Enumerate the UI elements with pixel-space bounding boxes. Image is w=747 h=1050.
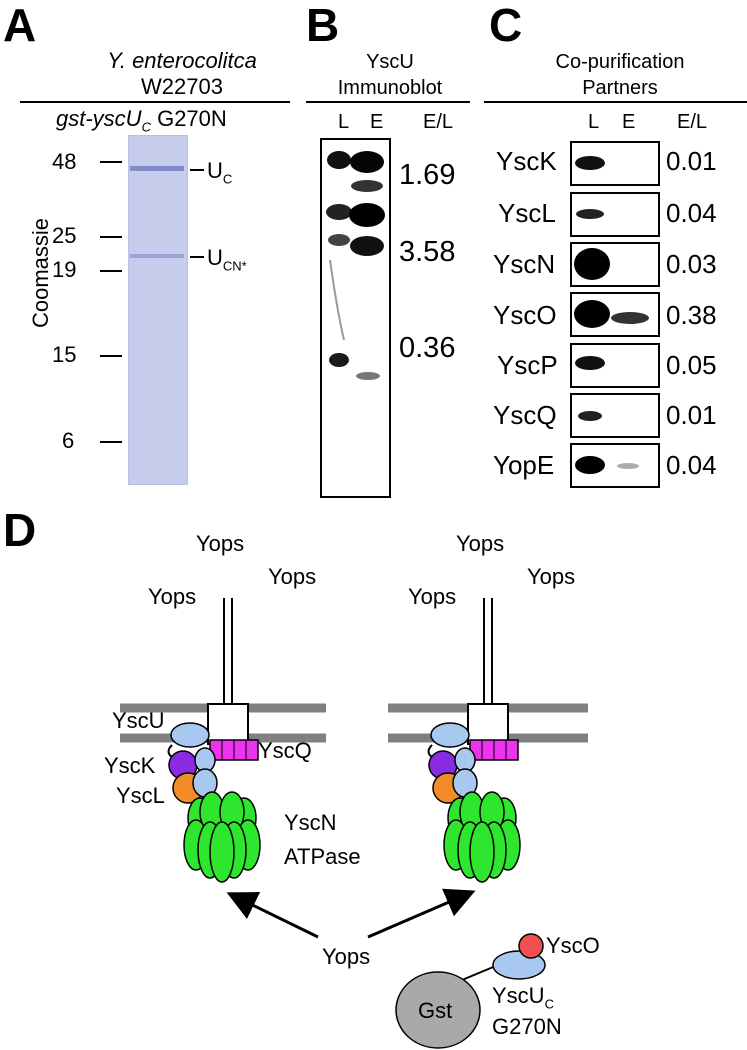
- partner-blot-ysco: [570, 292, 660, 337]
- marker-25-tick: [100, 236, 122, 238]
- ysco-label: YscO: [546, 933, 600, 958]
- partner-ratio-yscp: 0.05: [666, 350, 717, 380]
- construct-gene: gst-yscUC: [56, 106, 151, 135]
- ucn-band-label: UCN*: [207, 245, 247, 274]
- partner-ratio-yscq: 0.01: [666, 400, 717, 430]
- panel-c-lane-e: E: [622, 111, 636, 133]
- partner-ratio-ysck: 0.01: [666, 146, 717, 176]
- panel-b-title-1: YscU: [366, 51, 414, 73]
- panel-d-letter: D: [3, 504, 37, 556]
- partner-name-yope: YopE: [493, 450, 555, 480]
- panel-b-rule: [306, 101, 470, 103]
- strain-id: W22703: [141, 74, 223, 99]
- panel-c-title-1: Co-purification: [555, 51, 685, 73]
- partner-name-yscp: YscP: [497, 350, 558, 380]
- yops-label-2: Yops: [268, 564, 317, 589]
- immunoblot-ratio-2: 3.58: [399, 236, 456, 268]
- left-yscu: [170, 722, 210, 748]
- partner-name-yscl: YscL: [498, 198, 556, 228]
- marker-15-tick: [100, 355, 122, 357]
- marker-19: 19: [52, 257, 77, 282]
- left-yscn-hexamer: [183, 791, 261, 883]
- marker-6: 6: [62, 428, 75, 453]
- partner-blot-yscn: [570, 242, 660, 287]
- yscuc-label: YscUC: [492, 983, 554, 1012]
- yops-label-4: Yops: [456, 531, 505, 556]
- right-yscn-hexamer: [443, 791, 521, 883]
- yops-source-label: Yops: [322, 944, 371, 969]
- panel-c-ratio-header: E/L: [677, 111, 708, 133]
- marker-48: 48: [52, 149, 77, 174]
- panel-b-letter: B: [306, 0, 340, 51]
- panel-c-rule: [484, 101, 747, 103]
- yops-label-6: Yops: [408, 584, 457, 609]
- immunoblot-ratio-1: 1.69: [399, 159, 456, 191]
- panel-c-lane-l: L: [588, 111, 600, 133]
- left-secretion-system: [120, 598, 588, 1049]
- coomassie-gel: [128, 135, 188, 485]
- atpase-label: ATPase: [284, 844, 361, 869]
- yscn-label: YscN: [284, 810, 337, 835]
- yscu-immunoblot: [320, 138, 391, 498]
- construct-mutation: G270N: [157, 106, 227, 131]
- right-yscu: [430, 722, 470, 748]
- arrow-to-left-system: [226, 892, 319, 939]
- uc-band-label: UC: [207, 158, 233, 187]
- marker-25: 25: [52, 223, 77, 248]
- ysck-label: YscK: [104, 753, 156, 778]
- partner-name-ysco: YscO: [493, 300, 557, 330]
- partner-name-ysck: YscK: [496, 146, 557, 176]
- partner-blot-yscp: [570, 343, 660, 388]
- partner-ratio-yscl: 0.04: [666, 198, 717, 228]
- uc-band-tick: [190, 169, 204, 171]
- panel-b-ratio-header: E/L: [423, 111, 454, 133]
- panel-a-rule: [20, 101, 290, 103]
- partner-name-yscq: YscQ: [493, 400, 557, 430]
- partner-blot-yscl: [570, 192, 660, 237]
- panel-b-lane-e: E: [370, 111, 384, 133]
- yops-label-3: Yops: [148, 584, 197, 609]
- partner-blot-yope: [570, 443, 660, 488]
- arrow-to-right-system: [367, 888, 476, 939]
- yscu-label: YscU: [112, 708, 165, 733]
- marker-15: 15: [52, 342, 77, 367]
- gel-band-uc: [130, 166, 184, 171]
- partner-name-yscn: YscN: [493, 249, 556, 279]
- panel-b-lane-l: L: [338, 111, 350, 133]
- right-basal-body: [467, 703, 509, 745]
- immunoblot-bands: [326, 151, 385, 380]
- partner-ratio-ysco: 0.38: [666, 300, 717, 330]
- panel-b-title-2: Immunoblot: [337, 77, 443, 99]
- yops-label-5: Yops: [527, 564, 576, 589]
- marker-48-tick: [100, 161, 122, 163]
- gel-band-ucn: [130, 254, 184, 258]
- yscq-label: YscQ: [258, 738, 312, 763]
- partner-blot-yscq: [570, 393, 660, 438]
- yops-label-1: Yops: [196, 531, 245, 556]
- construct-label: gst-yscUC G270N: [56, 106, 227, 135]
- ucn-band-tick: [190, 256, 204, 258]
- partner-ratio-yscn: 0.03: [666, 249, 717, 279]
- panel-a-letter: A: [3, 0, 37, 51]
- marker-19-tick: [100, 270, 122, 272]
- g270n-label: G270N: [492, 1014, 562, 1039]
- left-basal-body: [207, 703, 249, 745]
- immunoblot-ratio-3: 0.36: [399, 332, 456, 364]
- gst-label: Gst: [418, 998, 453, 1023]
- gst-bead: [395, 971, 481, 1049]
- partner-blot-ysck: [570, 141, 660, 186]
- ysco-ball: [518, 933, 544, 959]
- partner-ratio-yope: 0.04: [666, 450, 717, 480]
- panel-c-letter: C: [489, 0, 523, 51]
- yscl-label: YscL: [116, 783, 165, 808]
- panel-c-title-2: Partners: [582, 77, 658, 99]
- marker-6-tick: [100, 441, 122, 443]
- strain-species: Y. enterocolitca: [107, 48, 257, 73]
